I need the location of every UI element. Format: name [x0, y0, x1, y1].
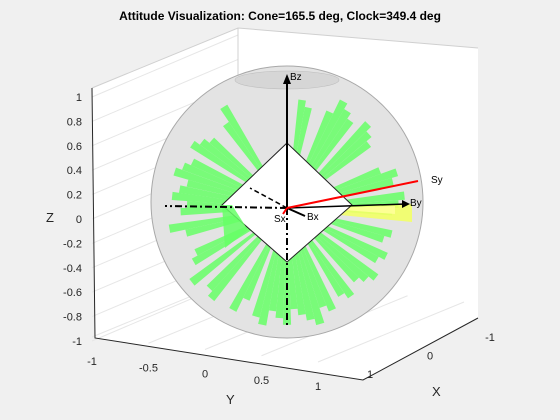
coverage-spoke [282, 208, 292, 325]
z-tick-label: 0.2 [67, 190, 82, 202]
chart-title: Attitude Visualization: Cone=165.5 deg, … [119, 9, 441, 23]
y-tick-label: 0.5 [254, 375, 269, 387]
by-label: By [410, 198, 422, 209]
by-arrowhead [402, 200, 410, 208]
x-tick-label: 0 [427, 351, 433, 363]
sy-label: Sy [431, 175, 443, 186]
neg-x-axis-line [249, 187, 288, 209]
z-tick-label: 0 [76, 214, 82, 226]
z-axis-label: Z [46, 210, 54, 225]
z-tick-label: -0.2 [63, 238, 82, 250]
bz-arrowhead [283, 74, 291, 84]
z-tick-labels: -1 -0.8 -0.6 -0.4 -0.2 0 0.2 0.4 0.6 0.8 1 [63, 92, 82, 348]
y-tick-label: -1 [87, 356, 97, 368]
sy-vector [286, 180, 419, 209]
z-tick-label: 0.8 [67, 116, 82, 128]
bz-label: Bz [290, 72, 302, 83]
z-grid-line [91, 34, 239, 98]
z-tick-label: 1 [76, 92, 82, 104]
y-axis-label: Y [226, 392, 235, 407]
y-tick-label: 0 [202, 369, 208, 381]
neg-y-axis-line [164, 205, 288, 209]
x-tick-labels: -1 0 1 [367, 332, 495, 381]
by-vector [286, 203, 407, 209]
x-tick-label: -1 [485, 332, 495, 344]
y-tick-label: -0.5 [139, 362, 158, 374]
sx-label: Sx [274, 214, 286, 225]
z-tick-label: -0.4 [63, 263, 82, 275]
sx-vector [282, 207, 288, 215]
x-tick-label: 1 [367, 369, 373, 381]
z-tick-label: 0.6 [67, 141, 82, 153]
y-tick-label: 1 [315, 381, 321, 393]
z-tick-label: -0.6 [63, 287, 82, 299]
z-tick-label: 0.4 [67, 165, 82, 177]
axes-outline [91, 87, 479, 381]
panel-shadow [222, 205, 248, 248]
bx-label: Bx [307, 212, 319, 223]
y-grid-line [317, 301, 465, 363]
z-tick-label: -0.8 [63, 312, 82, 324]
bx-vector [286, 207, 306, 217]
x-axis-label: X [432, 384, 441, 399]
z-grid-line [91, 58, 239, 122]
y-tick-labels: -1 -0.5 0 0.5 1 [87, 356, 321, 393]
z-tick-label: -1 [72, 336, 82, 348]
